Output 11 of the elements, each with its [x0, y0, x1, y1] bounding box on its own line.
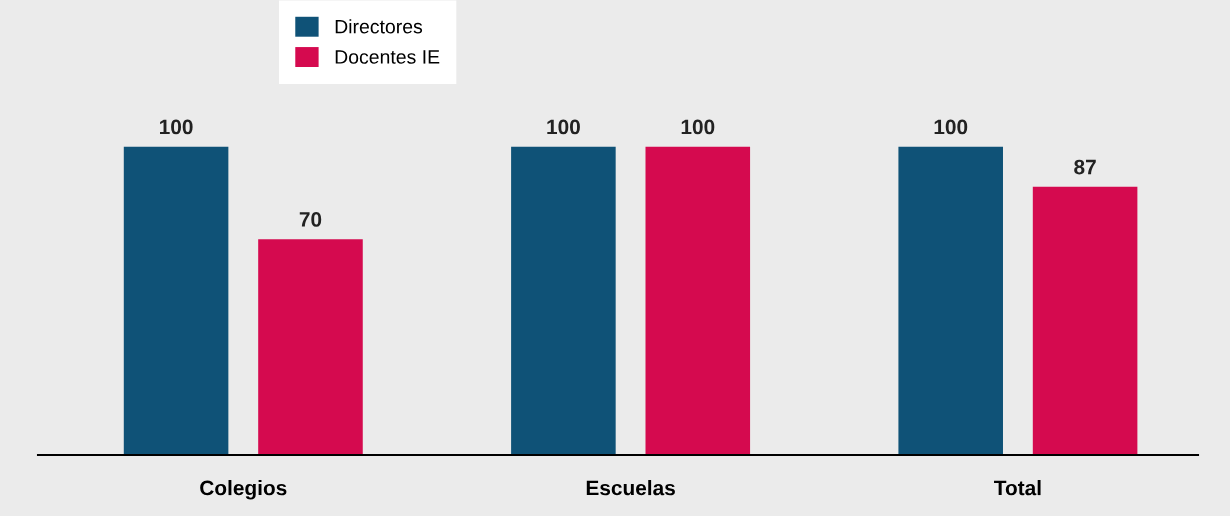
x-tick-label: Colegios — [200, 480, 287, 500]
data-label: 100 — [160, 119, 193, 135]
legend-label: Directores — [335, 19, 423, 34]
data-label: 70 — [299, 212, 322, 227]
data-label: 100 — [547, 119, 580, 135]
x-tick-label: Escuelas — [586, 480, 675, 496]
data-label: 87 — [1074, 159, 1096, 175]
x-tick-label: Total — [994, 480, 1041, 496]
data-label: 100 — [681, 119, 715, 135]
legend-label: Docentes IE — [335, 50, 440, 64]
data-label: 100 — [934, 119, 968, 135]
